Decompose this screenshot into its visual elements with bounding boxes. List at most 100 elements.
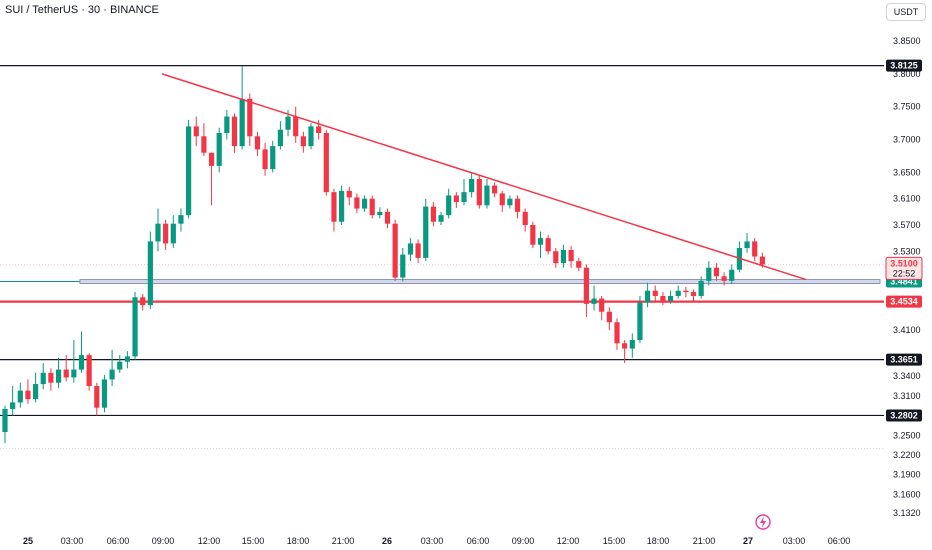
- price-tick-label: 3.5700: [893, 220, 921, 230]
- candle: [545, 234, 551, 255]
- price-badges: 3.8125 3.4841 3.4534 3.3651 3.2802 3.510022:5…: [885, 59, 923, 422]
- candle-body: [430, 206, 436, 222]
- price-tick-label: 3.5300: [893, 246, 921, 256]
- candle-body: [652, 290, 658, 296]
- candle-body: [186, 126, 192, 216]
- candle: [25, 379, 31, 404]
- candle-body: [492, 185, 498, 194]
- candle-body: [33, 384, 39, 400]
- candle: [752, 238, 758, 262]
- candle: [537, 231, 544, 258]
- price-tick-label: 3.1320: [893, 508, 921, 518]
- price-tick-label: 3.6100: [893, 194, 921, 204]
- time-tick-label: 18:00: [647, 536, 670, 546]
- candle-body: [591, 298, 597, 304]
- candle: [71, 340, 77, 383]
- candle: [346, 186, 352, 206]
- candle: [469, 172, 475, 198]
- time-tick-label: 15:00: [242, 536, 265, 546]
- candle-body: [25, 390, 31, 400]
- price-badge-bg: [886, 409, 922, 422]
- currency-button[interactable]: USDT: [886, 3, 926, 21]
- candles: [2, 65, 765, 444]
- candle: [170, 215, 176, 248]
- candle: [178, 208, 184, 232]
- price-tick-label: 3.1600: [893, 489, 921, 499]
- candle: [438, 211, 444, 225]
- candle-body: [63, 369, 69, 378]
- candle: [78, 331, 85, 373]
- candle-body: [331, 192, 337, 222]
- candle-body: [262, 149, 268, 170]
- candle: [224, 110, 230, 140]
- candle-body: [744, 241, 750, 248]
- candle-body: [40, 372, 46, 385]
- price-tick-label: 3.8000: [893, 69, 921, 79]
- time-tick-label: 26: [382, 536, 392, 546]
- time-tick-label: 12:00: [557, 536, 580, 546]
- candle: [117, 355, 123, 373]
- candle-body: [622, 343, 628, 349]
- candle-body: [369, 198, 375, 216]
- candle: [155, 208, 161, 252]
- candle-body: [140, 297, 146, 306]
- candle-body: [698, 280, 704, 296]
- candle: [660, 292, 666, 306]
- candle: [254, 131, 261, 156]
- candle: [606, 307, 612, 331]
- candle-body: [247, 98, 253, 137]
- candle: [645, 282, 651, 308]
- candle-body: [645, 290, 651, 303]
- candle-body: [101, 379, 108, 408]
- time-tick-label: 21:00: [693, 536, 716, 546]
- candle: [101, 374, 108, 413]
- candle: [124, 351, 130, 369]
- candle-body: [48, 372, 54, 383]
- candle: [622, 340, 628, 363]
- candle-body: [78, 355, 85, 370]
- candle-body: [254, 136, 261, 150]
- time-tick-label: 21:00: [332, 536, 355, 546]
- candle: [262, 142, 268, 176]
- candle: [499, 190, 505, 212]
- candle-body: [124, 356, 130, 362]
- candle-body: [706, 267, 712, 281]
- price-badge-label: 3.2802: [890, 410, 918, 420]
- price-tick-label: 3.1900: [893, 470, 921, 480]
- candle: [583, 264, 589, 317]
- time-tick-label: 09:00: [152, 536, 175, 546]
- candle: [392, 219, 398, 281]
- candle-body: [507, 198, 513, 206]
- candle: [270, 140, 276, 173]
- candle: [721, 272, 727, 286]
- candle: [492, 182, 498, 198]
- tradingview-logo-icon: [755, 514, 771, 530]
- price-tick-label: 3.7500: [893, 102, 921, 112]
- candle: [507, 195, 513, 209]
- candle: [300, 131, 306, 153]
- price-tick-label: 3.3100: [893, 391, 921, 401]
- candle: [48, 368, 54, 391]
- candle: [652, 285, 658, 301]
- candle: [163, 219, 169, 250]
- candle-body: [178, 215, 184, 224]
- chart-title: SUI / TetherUS · 30 · BINANCE: [5, 4, 159, 16]
- candle: [637, 295, 643, 344]
- price-tick-label: 3.7000: [893, 135, 921, 145]
- time-tick-label: 03:00: [783, 536, 806, 546]
- candle-body: [545, 238, 551, 252]
- candle-body: [537, 238, 544, 245]
- support-zone: [0, 279, 881, 284]
- candle: [706, 261, 712, 286]
- candle: [713, 263, 720, 281]
- current-price-label: 3.5100: [890, 258, 918, 268]
- candle: [208, 152, 215, 206]
- candle-body: [323, 133, 329, 193]
- candle-body: [86, 355, 92, 386]
- candle: [361, 195, 368, 212]
- candle-body: [224, 116, 230, 133]
- time-tick-label: 03:00: [421, 536, 444, 546]
- candle: [339, 185, 345, 225]
- candle-body: [384, 211, 391, 224]
